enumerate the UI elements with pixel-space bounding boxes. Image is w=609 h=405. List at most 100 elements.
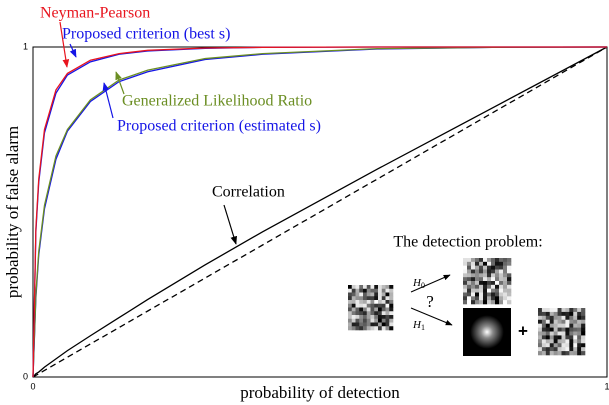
noise-pixel: [577, 308, 582, 313]
h1-main: H: [412, 319, 422, 331]
series-line: [32, 46, 608, 378]
noise-pixel: [581, 323, 586, 328]
noise-pixel: [561, 308, 566, 313]
noise-pixel: [366, 292, 371, 297]
noise-pixel: [355, 285, 360, 290]
noise-pixel: [385, 318, 390, 323]
noise-pixel: [561, 323, 566, 328]
noise-pixel: [541, 335, 547, 340]
noise-pixel: [359, 285, 364, 290]
noise-pixel: [479, 296, 484, 301]
noise-pixel: [557, 315, 562, 321]
noise-pixel: [507, 292, 512, 297]
noise-pixel: [381, 288, 386, 293]
noise-pixel: [557, 308, 562, 313]
noise-pixel: [467, 277, 472, 282]
h0-sub: 0: [421, 281, 425, 290]
noise-pixel: [577, 323, 582, 328]
noise-pixel: [553, 343, 558, 348]
annotation-arrow: [59, 21, 70, 68]
noise-pixel: [381, 303, 386, 308]
noise-pixel: [499, 261, 504, 266]
noise-pixel: [538, 308, 543, 313]
noise-pixel: [553, 308, 558, 313]
noise-pixel: [487, 292, 492, 297]
noise-pixel: [541, 339, 547, 344]
noise-pixel: [573, 331, 578, 336]
noise-pixel: [565, 347, 570, 352]
noise-pixel: [366, 296, 371, 301]
noise-pixel: [348, 311, 353, 316]
noise-pixel: [541, 331, 547, 336]
noise-pixel: [467, 273, 472, 278]
noise-pixel: [389, 303, 394, 308]
noise-pixel: [487, 258, 492, 263]
noise-pixel: [487, 261, 492, 266]
noise-pixel: [499, 269, 504, 274]
noise-pixel: [348, 285, 353, 290]
noise-pixel: [385, 307, 390, 312]
noise-pixel: [487, 284, 492, 289]
noise-pixel: [475, 288, 480, 293]
noise-pixel: [491, 292, 496, 297]
noise-pixel: [374, 318, 379, 323]
noise-pixel: [467, 281, 472, 286]
annotation-arrow: [69, 43, 77, 58]
noise-pixel: [573, 343, 578, 348]
noise-pixel: [581, 315, 586, 321]
noise-pixel: [359, 322, 364, 327]
noise-pixel: [348, 292, 353, 297]
noise-pixel: [549, 347, 554, 352]
noise-pixel: [389, 315, 394, 320]
noise-pixel: [363, 292, 368, 297]
noise-pixel: [363, 326, 368, 331]
noise-pixel: [503, 284, 508, 289]
noise-pixel: [545, 343, 551, 348]
noise-pixel: [348, 288, 353, 293]
noise-pixel: [573, 319, 578, 324]
noise-pixel: [374, 307, 379, 312]
noise-pixel: [491, 300, 496, 305]
noise-pixel: [479, 300, 484, 305]
noise-pixel: [557, 311, 562, 317]
noise-pixel: [507, 284, 512, 289]
noise-pixel: [541, 311, 547, 317]
noise-pixel: [565, 339, 570, 344]
noise-pixel: [499, 281, 504, 286]
noise-pixel: [475, 273, 480, 278]
noise-pixel: [483, 296, 488, 301]
noise-pixel: [569, 315, 574, 321]
noise-pixel: [355, 318, 360, 323]
noise-pixel: [569, 339, 574, 344]
noise-pixel: [499, 300, 504, 305]
noise-pixel: [479, 265, 484, 270]
noise-pixel: [378, 300, 383, 305]
noise-pixel: [378, 292, 383, 297]
noise-pixel: [507, 265, 512, 270]
noise-pixel: [487, 277, 492, 282]
noise-pixel: [351, 311, 356, 316]
noise-pixel: [385, 288, 390, 293]
noise-pixel: [569, 335, 574, 340]
noise-pixel: [467, 300, 472, 305]
noise-pixel: [479, 277, 484, 282]
noise-pixel: [355, 292, 360, 297]
noise-pixel: [495, 284, 500, 289]
noise-pixel: [538, 331, 543, 336]
noise-pixel: [385, 300, 390, 305]
noise-pixel: [363, 296, 368, 301]
noise-pixel: [495, 300, 500, 305]
noise-pixel: [577, 315, 582, 321]
noise-pixel: [491, 273, 496, 278]
noise-pixel: [495, 269, 500, 274]
noise-pixel: [491, 288, 496, 293]
noise-pixel: [471, 258, 476, 263]
noise-pixel: [553, 339, 558, 344]
noise-pixel: [351, 307, 356, 312]
noise-pixel: [503, 261, 508, 266]
noise-pixel: [363, 303, 368, 308]
x-tick-label: 0: [30, 381, 35, 391]
noise-pixel: [503, 269, 508, 274]
noise-pixel: [507, 261, 512, 266]
noise-pixel: [495, 273, 500, 278]
